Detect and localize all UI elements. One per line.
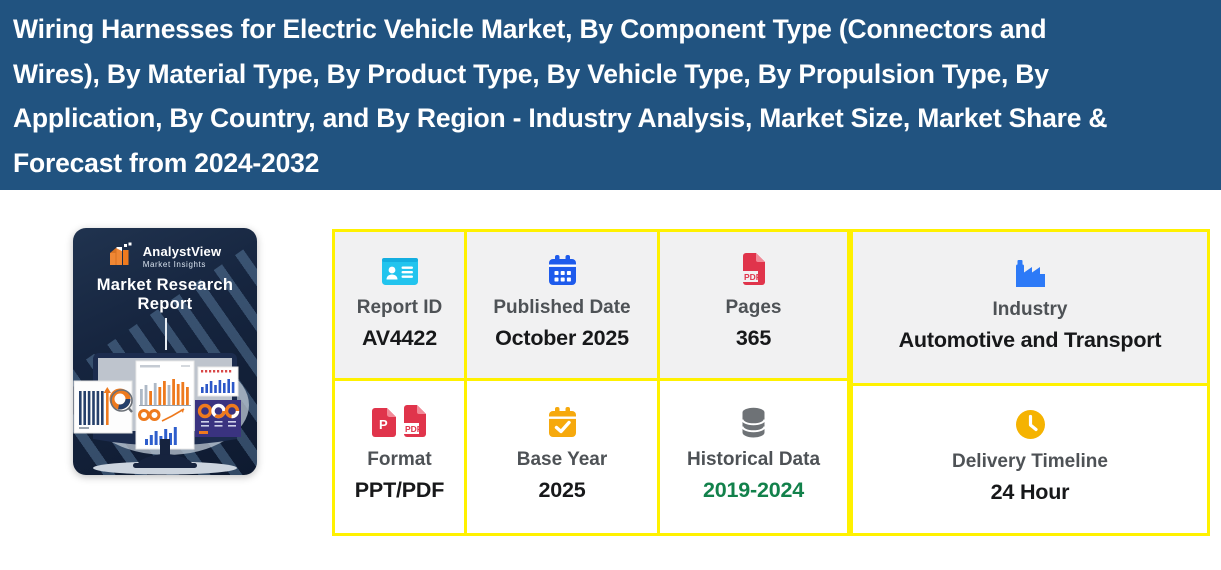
card-pages: PDF Pages 365 [660, 232, 847, 378]
calendar-icon [547, 254, 578, 286]
card-label: Report ID [356, 296, 443, 318]
card-value: 2025 [538, 477, 586, 502]
calendar-check-icon [547, 406, 578, 438]
card-value: 2019-2024 [702, 477, 805, 502]
bar-chart-logo-icon [109, 242, 136, 271]
card-value: 24 Hour [990, 480, 1070, 504]
ppt-pdf-files-icon: P PDF [371, 404, 428, 438]
analystview-logo: AnalystView Market Insights [73, 242, 257, 271]
card-format: P PDF Format PPT/PDF [335, 381, 464, 533]
card-value: 365 [735, 325, 772, 350]
card-value: PPT/PDF [354, 477, 445, 502]
logo-subtitle: Market Insights [142, 260, 206, 269]
card-label: Published Date [493, 296, 631, 318]
title-line-4: Forecast from 2024-2032 [13, 147, 320, 178]
logo-title: AnalystView [142, 244, 222, 259]
card-value: AV4422 [362, 325, 437, 350]
card-label: Pages [725, 296, 782, 318]
title-line-3: Application, By Country, and By Region -… [13, 103, 1108, 133]
report-spec-grid: Report ID AV4422 [332, 229, 1210, 536]
card-published-date: Published Date October 2025 [467, 232, 657, 378]
card-historical-data: Historical Data 2019-2024 [660, 381, 847, 533]
pdf-file-icon: PDF [740, 252, 767, 286]
id-card-icon [381, 254, 419, 286]
spec-table-left: Report ID AV4422 [332, 229, 850, 536]
svg-text:PDF: PDF [405, 424, 422, 434]
factory-icon [1014, 256, 1047, 288]
report-title-banner: Wiring Harnesses for Electric Vehicle Ma… [0, 0, 1221, 190]
svg-text:P: P [379, 417, 388, 432]
title-line-1: Wiring Harnesses for Electric Vehicle Ma… [13, 14, 1047, 44]
card-base-year: Base Year 2025 [467, 381, 657, 533]
cover-pointer-line [165, 318, 167, 350]
card-label: Delivery Timeline [952, 451, 1108, 472]
monitor-charts-illustration [73, 353, 249, 475]
card-label: Base Year [516, 448, 608, 470]
title-line-2: Wires), By Material Type, By Product Typ… [13, 58, 1049, 89]
card-label: Historical Data [686, 448, 821, 470]
card-label: Industry [992, 299, 1068, 320]
card-industry: Industry Automotive and Transport [853, 232, 1207, 383]
report-cover-image: AnalystView Market Insights Market Resea… [73, 228, 257, 475]
cover-title: Market Research Report [96, 276, 234, 313]
database-icon [739, 406, 768, 438]
spec-table-right: Industry Automotive and Transport Delive… [850, 229, 1210, 536]
svg-text:PDF: PDF [744, 272, 761, 282]
card-value: October 2025 [495, 325, 629, 350]
card-label: Format [367, 448, 432, 470]
card-value: Automotive and Transport [898, 328, 1162, 352]
card-delivery-timeline: Delivery Timeline 24 Hour [853, 386, 1207, 533]
clock-icon [1015, 408, 1046, 440]
card-report-id: Report ID AV4422 [335, 232, 464, 378]
